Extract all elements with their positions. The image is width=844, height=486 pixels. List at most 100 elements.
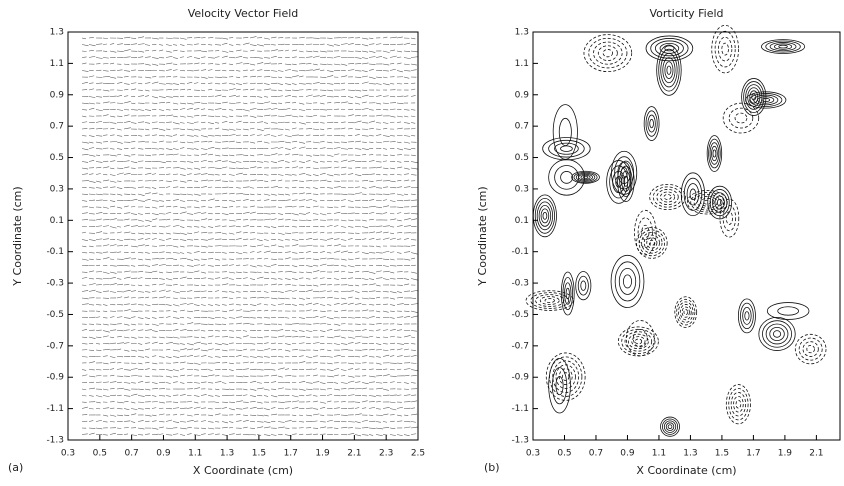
vector-arrow <box>292 50 297 51</box>
vector-arrow <box>313 356 318 357</box>
vector-arrow <box>334 344 340 345</box>
vector-arrow <box>187 323 193 324</box>
vector-arrow <box>103 311 107 312</box>
vector-arrow <box>110 433 116 434</box>
contour-line <box>611 255 644 307</box>
vector-arrow <box>292 214 299 216</box>
vector-arrow <box>145 330 152 331</box>
vector-arrow <box>208 58 215 59</box>
vector-arrow <box>397 297 403 298</box>
vector-arrow <box>306 303 312 304</box>
vector-arrow <box>411 427 418 428</box>
vector-arrow <box>82 82 88 83</box>
vector-arrow <box>103 135 107 136</box>
vector-arrow <box>369 382 375 383</box>
vector-arrow <box>348 388 355 389</box>
vector-arrow <box>348 342 354 343</box>
vector-arrow <box>138 271 143 272</box>
vector-arrow <box>187 82 192 83</box>
vector-arrow <box>103 408 109 409</box>
vector-arrow <box>159 272 163 273</box>
vector-arrow <box>362 123 368 124</box>
vector-arrow <box>397 304 404 305</box>
vector-arrow <box>131 324 136 325</box>
vector-arrow <box>89 155 95 156</box>
vector-arrow <box>96 317 100 318</box>
vector-arrow <box>362 45 368 46</box>
vector-arrow <box>103 318 107 319</box>
vector-arrow <box>271 370 275 371</box>
vector-arrow <box>348 266 354 268</box>
vector-arrow <box>82 51 87 52</box>
vector-arrow <box>145 343 150 344</box>
vector-arrow <box>110 219 117 220</box>
vector-arrow <box>369 128 374 129</box>
vector-arrow <box>404 279 409 280</box>
vector-arrow <box>124 396 130 397</box>
vector-arrow <box>103 382 109 383</box>
vector-arrow <box>341 194 348 195</box>
vector-arrow <box>376 396 381 397</box>
vector-arrow <box>376 239 381 240</box>
vector-arrow <box>334 355 341 356</box>
vector-arrow <box>362 279 368 280</box>
vector-arrow <box>313 51 318 52</box>
vector-arrow <box>355 187 360 188</box>
vector-arrow <box>110 135 115 136</box>
contour-line <box>774 44 791 50</box>
vector-arrow <box>383 37 387 38</box>
vector-arrow <box>243 408 248 409</box>
vector-arrow <box>376 409 381 410</box>
vector-arrow <box>355 155 360 156</box>
vector-arrow <box>334 336 340 337</box>
vector-arrow <box>131 240 136 241</box>
vector-arrow <box>110 382 116 383</box>
vector-arrow <box>292 415 296 416</box>
vector-arrow <box>96 350 101 351</box>
vector-arrow <box>208 383 213 384</box>
vector-arrow <box>124 266 130 267</box>
vector-arrow <box>82 63 86 64</box>
vector-arrow <box>173 434 178 435</box>
vector-arrow <box>285 194 290 195</box>
vector-arrow <box>236 168 243 169</box>
vector-arrow <box>278 175 283 176</box>
vector-arrow <box>348 201 353 202</box>
vector-arrow <box>313 310 317 311</box>
vector-arrow <box>362 383 369 384</box>
x-axis-label: X Coordinate (cm) <box>193 464 293 477</box>
vector-arrow <box>166 420 172 421</box>
vector-arrow <box>166 349 170 350</box>
vector-arrow <box>292 180 298 181</box>
vector-arrow <box>383 136 390 137</box>
contour-line <box>660 417 679 436</box>
vector-arrow <box>376 253 383 254</box>
vector-arrow <box>404 316 410 317</box>
vector-arrow <box>131 317 135 318</box>
vector-arrow <box>285 95 291 96</box>
vector-arrow <box>138 330 143 331</box>
y-tick-label: 1.3 <box>50 28 64 38</box>
vector-arrow <box>320 271 325 272</box>
vector-arrow <box>236 297 241 298</box>
vector-arrow <box>82 194 88 195</box>
vector-arrow <box>208 180 213 181</box>
vector-arrow <box>159 110 164 111</box>
vector-arrow <box>250 266 257 268</box>
vector-arrow <box>285 188 289 189</box>
vector-arrow <box>271 363 276 364</box>
vector-arrow <box>103 167 109 168</box>
vector-arrow <box>166 45 172 46</box>
vector-arrow <box>397 212 401 213</box>
contour-line <box>778 307 799 315</box>
vector-arrow <box>397 239 401 240</box>
vector-arrow <box>327 350 331 351</box>
vector-arrow <box>278 292 284 293</box>
vector-arrow <box>215 206 220 207</box>
vector-arrow <box>208 77 213 78</box>
vector-arrow <box>194 259 199 260</box>
vector-arrow <box>208 199 215 201</box>
vector-arrow <box>89 337 96 339</box>
vector-arrow <box>152 201 159 202</box>
vector-arrow <box>278 135 283 136</box>
